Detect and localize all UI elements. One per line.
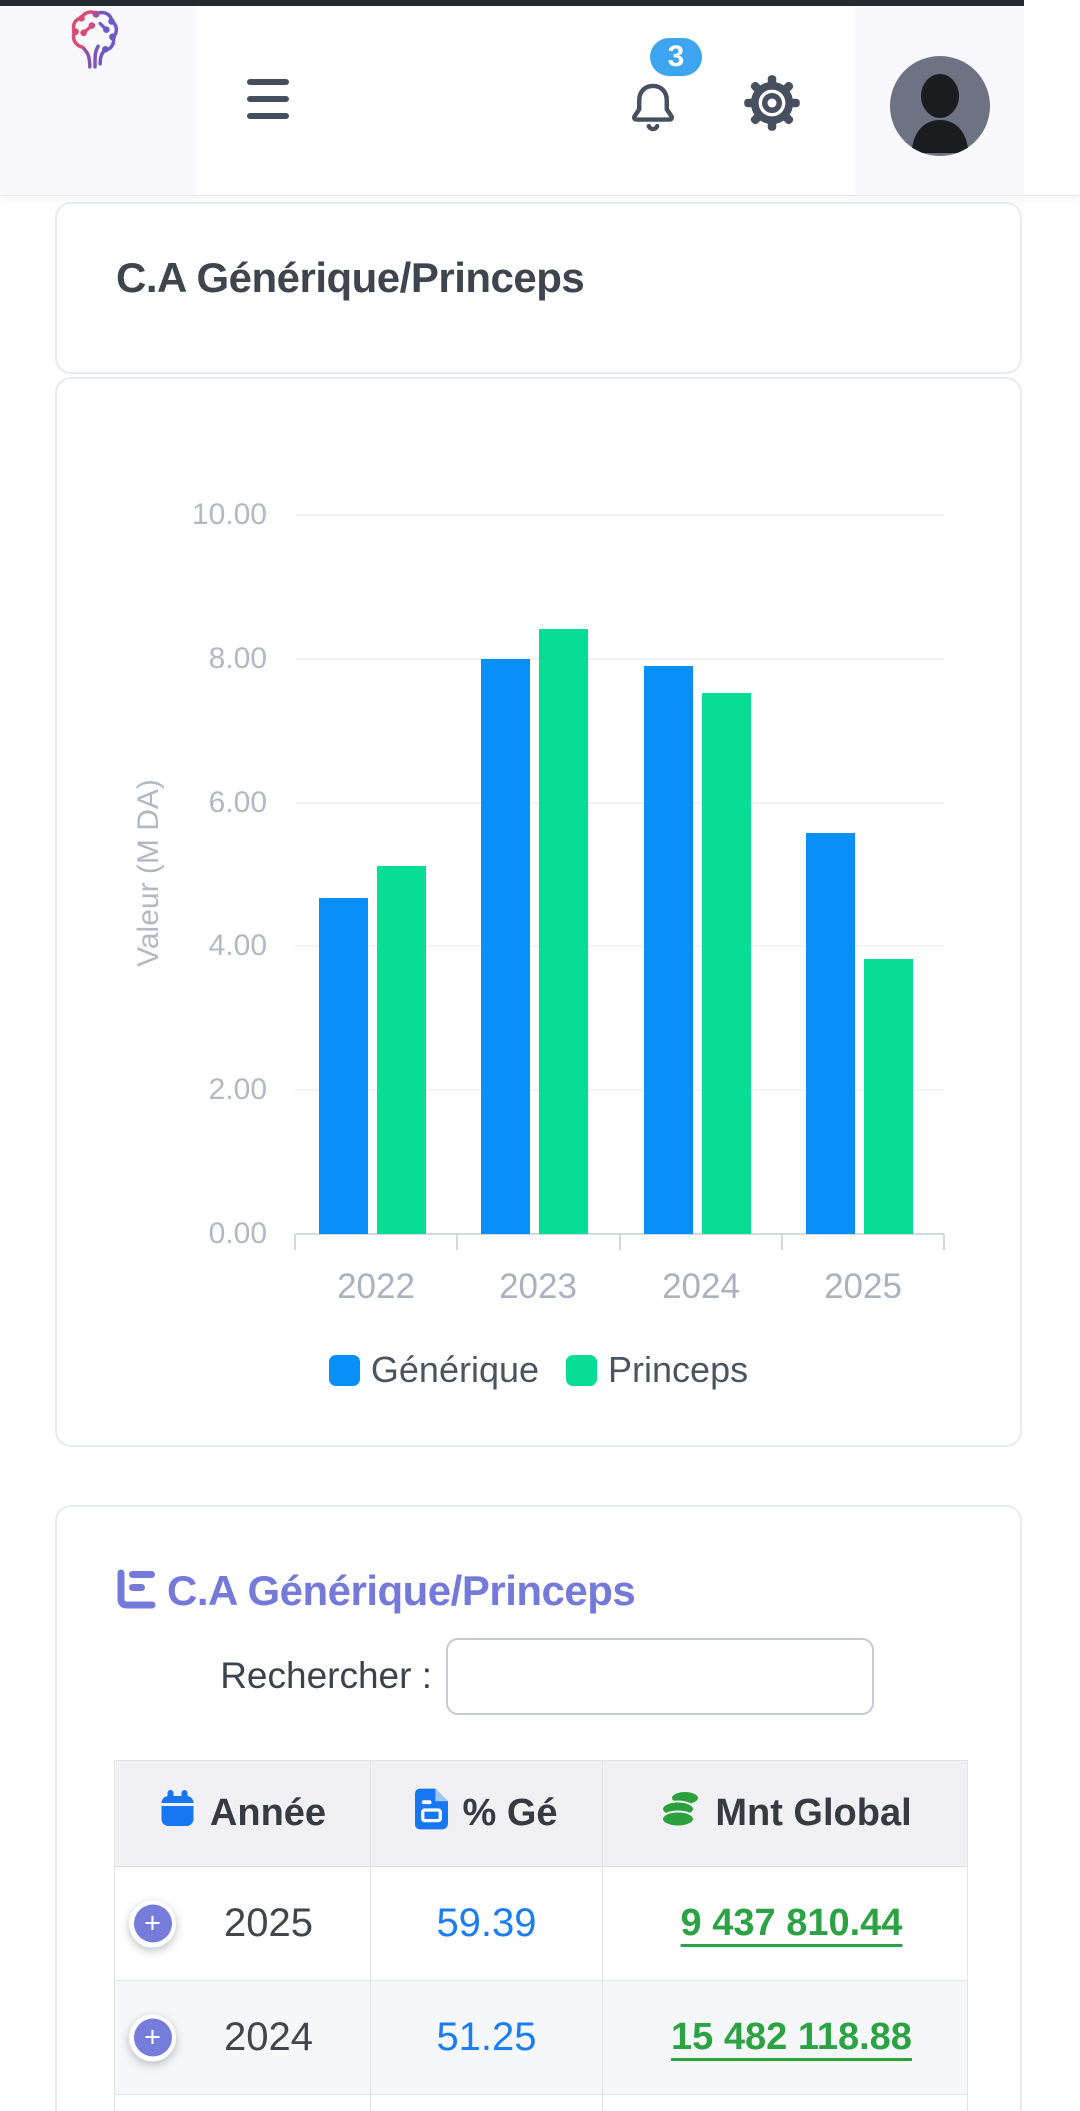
navbar-logo-section [0, 6, 196, 195]
bar-princeps-2024[interactable] [702, 693, 751, 1234]
legend-label: Générique [370, 1349, 540, 1390]
bar-chart: 0.00 2.00 4.00 6.00 8.00 10.00 2022 2023 2024 202… [57, 379, 1020, 1445]
pct-ge-value: 59.39 [436, 1901, 537, 1945]
mnt-global-cell: 15 482 118.88 [603, 1981, 968, 2094]
gridline [295, 801, 944, 804]
hamburger-bar [247, 113, 289, 119]
gridline [295, 657, 944, 660]
year-value: 2025 [224, 1901, 313, 1945]
mnt-global-link[interactable]: 15 482 118.88 [671, 2016, 912, 2058]
year-cell: 2024 [115, 1981, 371, 2094]
menu-hamburger-button[interactable] [239, 71, 299, 131]
year-value: 2024 [224, 2015, 313, 2059]
gridline [295, 945, 944, 948]
chart-legend: Générique Princeps [57, 1349, 1020, 1391]
column-header-pct-ge[interactable]: % Gé [371, 1761, 603, 1866]
bar-chart-icon [114, 1569, 158, 1614]
settings-gear-button[interactable] [740, 72, 804, 136]
y-tick-label: 8.00 [208, 641, 267, 675]
x-axis-tick [943, 1234, 945, 1250]
coins-icon [659, 1789, 701, 1838]
y-tick-label: 6.00 [208, 785, 267, 819]
year-cell: 2025 [115, 1867, 371, 1980]
table-header-row: Année % Gé [115, 1761, 967, 1867]
table-cell [603, 2095, 968, 2111]
pct-ge-cell: 51.25 [371, 1981, 603, 2094]
column-header-label: Année [209, 1792, 327, 1834]
page-title: C.A Générique/Princeps [116, 254, 585, 301]
search-input[interactable] [446, 1638, 874, 1715]
expand-row-button[interactable]: + [129, 1900, 176, 1947]
expand-row-button[interactable]: + [129, 2014, 176, 2061]
bar-princeps-2022[interactable] [377, 866, 426, 1234]
search-label: Rechercher : [220, 1655, 432, 1696]
hamburger-bar [247, 96, 289, 102]
plus-icon: + [133, 1904, 172, 1943]
bar-générique-2025[interactable] [806, 833, 855, 1234]
bar-générique-2024[interactable] [644, 666, 693, 1234]
column-header-label: Mnt Global [715, 1792, 912, 1834]
calendar-icon [159, 1789, 196, 1838]
hamburger-bar [247, 79, 289, 85]
y-tick-label: 2.00 [208, 1073, 267, 1107]
invoice-icon [415, 1788, 449, 1840]
notifications-bell-button[interactable]: 3 [615, 38, 725, 156]
bar-générique-2023[interactable] [481, 659, 530, 1234]
gridline [295, 514, 944, 516]
brain-logo-icon[interactable] [64, 8, 126, 75]
x-axis-tick [294, 1234, 296, 1250]
table-cell [371, 2095, 603, 2111]
chart-card: Valeur (M DA) 0.00 2.00 4.00 6.00 8.00 10.00 2… [55, 377, 1022, 1447]
legend-swatch [566, 1354, 598, 1386]
y-tick-label: 0.00 [208, 1217, 267, 1250]
column-header-mnt-global[interactable]: Mnt Global [603, 1761, 968, 1866]
x-tick-label: 2024 [662, 1267, 740, 1306]
gridline [295, 1089, 944, 1092]
data-table: Année % Gé [114, 1760, 968, 2111]
legend-label: Princeps [608, 1349, 749, 1390]
table-card: C.A Générique/Princeps Rechercher : Anné… [55, 1505, 1022, 2111]
bar-princeps-2023[interactable] [539, 629, 588, 1234]
user-avatar[interactable] [890, 56, 990, 156]
y-tick-label: 4.00 [208, 929, 267, 963]
page-title-card: C.A Générique/Princeps [55, 202, 1022, 374]
table-body: 2025 +59.39 9 437 810.44 2024 +51.25 15 482 1… [115, 1867, 967, 2095]
pct-ge-cell: 59.39 [371, 1867, 603, 1980]
notification-count-badge: 3 [650, 38, 702, 76]
status-bar-strip [0, 0, 1024, 6]
table-cell [115, 2095, 371, 2111]
mnt-global-cell: 9 437 810.44 [603, 1867, 968, 1980]
y-tick-label: 10.00 [191, 498, 267, 531]
pct-ge-value: 51.25 [436, 2015, 537, 2059]
column-header-label: % Gé [462, 1792, 558, 1834]
table-card-title: C.A Générique/Princeps [167, 1567, 636, 1614]
mnt-global-link[interactable]: 9 437 810.44 [680, 1902, 903, 1944]
table-row-partial [115, 2095, 967, 2111]
legend-item-générique[interactable]: Générique [328, 1349, 540, 1391]
legend-item-princeps[interactable]: Princeps [566, 1349, 748, 1391]
x-axis-tick [618, 1234, 621, 1250]
x-axis-tick [780, 1234, 783, 1250]
legend-swatch [328, 1354, 360, 1386]
top-navbar: 3 [0, 6, 1080, 196]
x-tick-label: 2023 [499, 1267, 577, 1306]
bar-générique-2022[interactable] [319, 898, 368, 1234]
x-tick-label: 2025 [824, 1267, 902, 1306]
plus-icon: + [133, 2018, 172, 2057]
x-tick-label: 2022 [337, 1267, 415, 1306]
x-axis-tick [456, 1234, 459, 1250]
bell-icon [625, 75, 681, 140]
table-row-2025: 2025 +59.39 9 437 810.44 [115, 1867, 967, 1981]
bar-princeps-2025[interactable] [864, 959, 913, 1234]
table-row-2024: 2024 +51.25 15 482 118.88 [115, 1981, 967, 2095]
column-header-annee[interactable]: Année [115, 1761, 371, 1866]
